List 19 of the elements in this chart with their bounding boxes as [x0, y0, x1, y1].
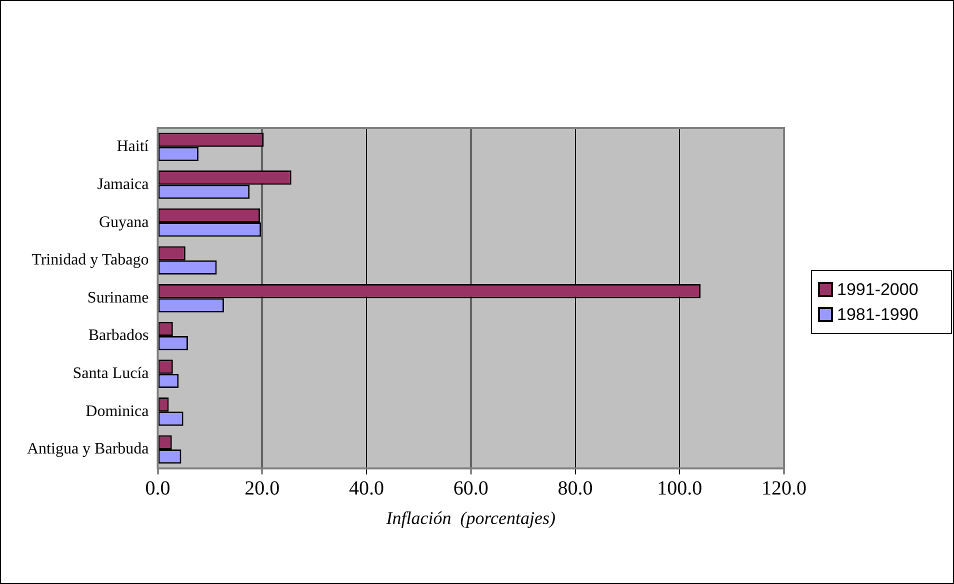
y-tick-label: Barbados	[88, 327, 149, 344]
x-tick-label: 20.0	[244, 478, 280, 500]
y-tick-label: Guyana	[98, 214, 149, 231]
x-tick-label: 0.0	[145, 478, 170, 500]
y-tick-label: Haití	[116, 138, 150, 156]
x-tick-label: 80.0	[558, 478, 593, 500]
y-tick-label: Jamaica	[97, 176, 149, 193]
legend-label: 1991-2000	[837, 280, 918, 300]
y-tick-label: Suriname	[87, 289, 149, 306]
y-tick-label: Santa Lucía	[72, 365, 149, 382]
y-tick-label: Trinidad y Tabago	[32, 252, 149, 269]
x-tick-label: 120.0	[762, 478, 806, 500]
y-tick-label: Antigua y Barbuda	[27, 440, 149, 458]
y-tick-label: Dominica	[86, 402, 149, 420]
legend-label: 1981-1990	[837, 304, 918, 324]
x-axis-title: Inflación (porcentajes)	[385, 508, 556, 528]
x-tick-label: 60.0	[453, 478, 488, 500]
x-tick-label: 100.0	[657, 478, 702, 500]
x-tick-label: 40.0	[349, 478, 384, 500]
